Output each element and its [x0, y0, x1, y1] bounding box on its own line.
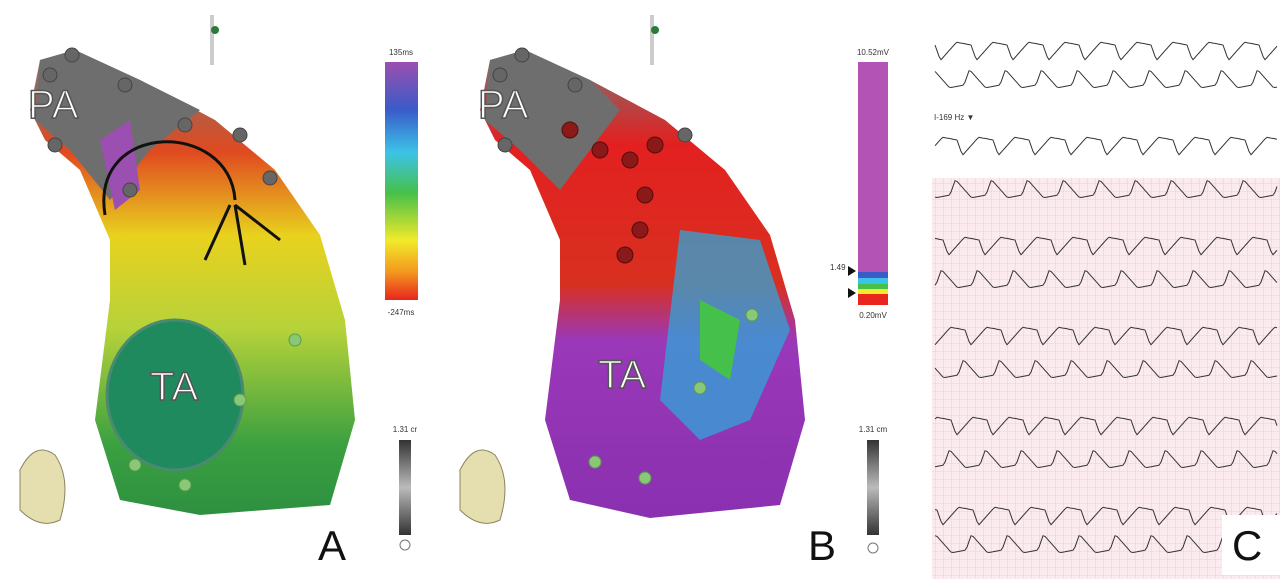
band	[858, 284, 888, 289]
marker	[651, 26, 659, 34]
panel-letter: A	[318, 522, 346, 569]
marker	[211, 26, 219, 34]
pole	[210, 15, 214, 65]
pa-label: PA	[478, 83, 529, 127]
pa-label: PA	[28, 83, 79, 127]
band	[858, 294, 888, 305]
colorbar-top: 135ms	[389, 48, 413, 57]
ecg-trace	[935, 71, 1277, 88]
scale-bar	[399, 440, 411, 535]
colorbar-marker: 1.49	[830, 263, 846, 272]
scale-knob	[400, 540, 410, 550]
colorbar-bottom: 0.20mV	[859, 311, 887, 320]
scale-bar	[867, 440, 879, 535]
ta-label: TA	[150, 365, 198, 409]
pole	[650, 15, 654, 65]
colorbar	[858, 62, 888, 305]
colorbar	[385, 62, 418, 300]
ta-label: TA	[598, 353, 646, 397]
band	[858, 278, 888, 284]
band	[858, 289, 888, 294]
panel-b: PA TA 10.52mV 1.49 0.20mV 1.31 cm B	[460, 15, 890, 569]
scale-label: 1.31 cm	[859, 425, 888, 434]
ecg-note: I-169 Hz ▼	[934, 113, 974, 122]
ecg-trace	[935, 42, 1277, 59]
panel-letter: C	[1232, 522, 1262, 569]
panel-c: I-169 Hz ▼ C	[932, 42, 1280, 579]
panel-letter: B	[808, 522, 836, 569]
heart-icon	[20, 450, 65, 523]
panel-a: PA TA 135ms -247ms 1.31 cr A	[20, 15, 418, 569]
ecg-trace	[935, 137, 1277, 154]
band	[858, 272, 888, 278]
figure: PA TA 135ms -247ms 1.31 cr A PA TA 10.52…	[0, 0, 1280, 579]
scale-knob	[868, 543, 878, 553]
scale-label: 1.31 cr	[393, 425, 418, 434]
colorbar-top: 10.52mV	[857, 48, 890, 57]
colorbar-bottom: -247ms	[388, 308, 415, 317]
threshold-arrows	[848, 266, 856, 298]
heart-icon	[460, 450, 505, 523]
